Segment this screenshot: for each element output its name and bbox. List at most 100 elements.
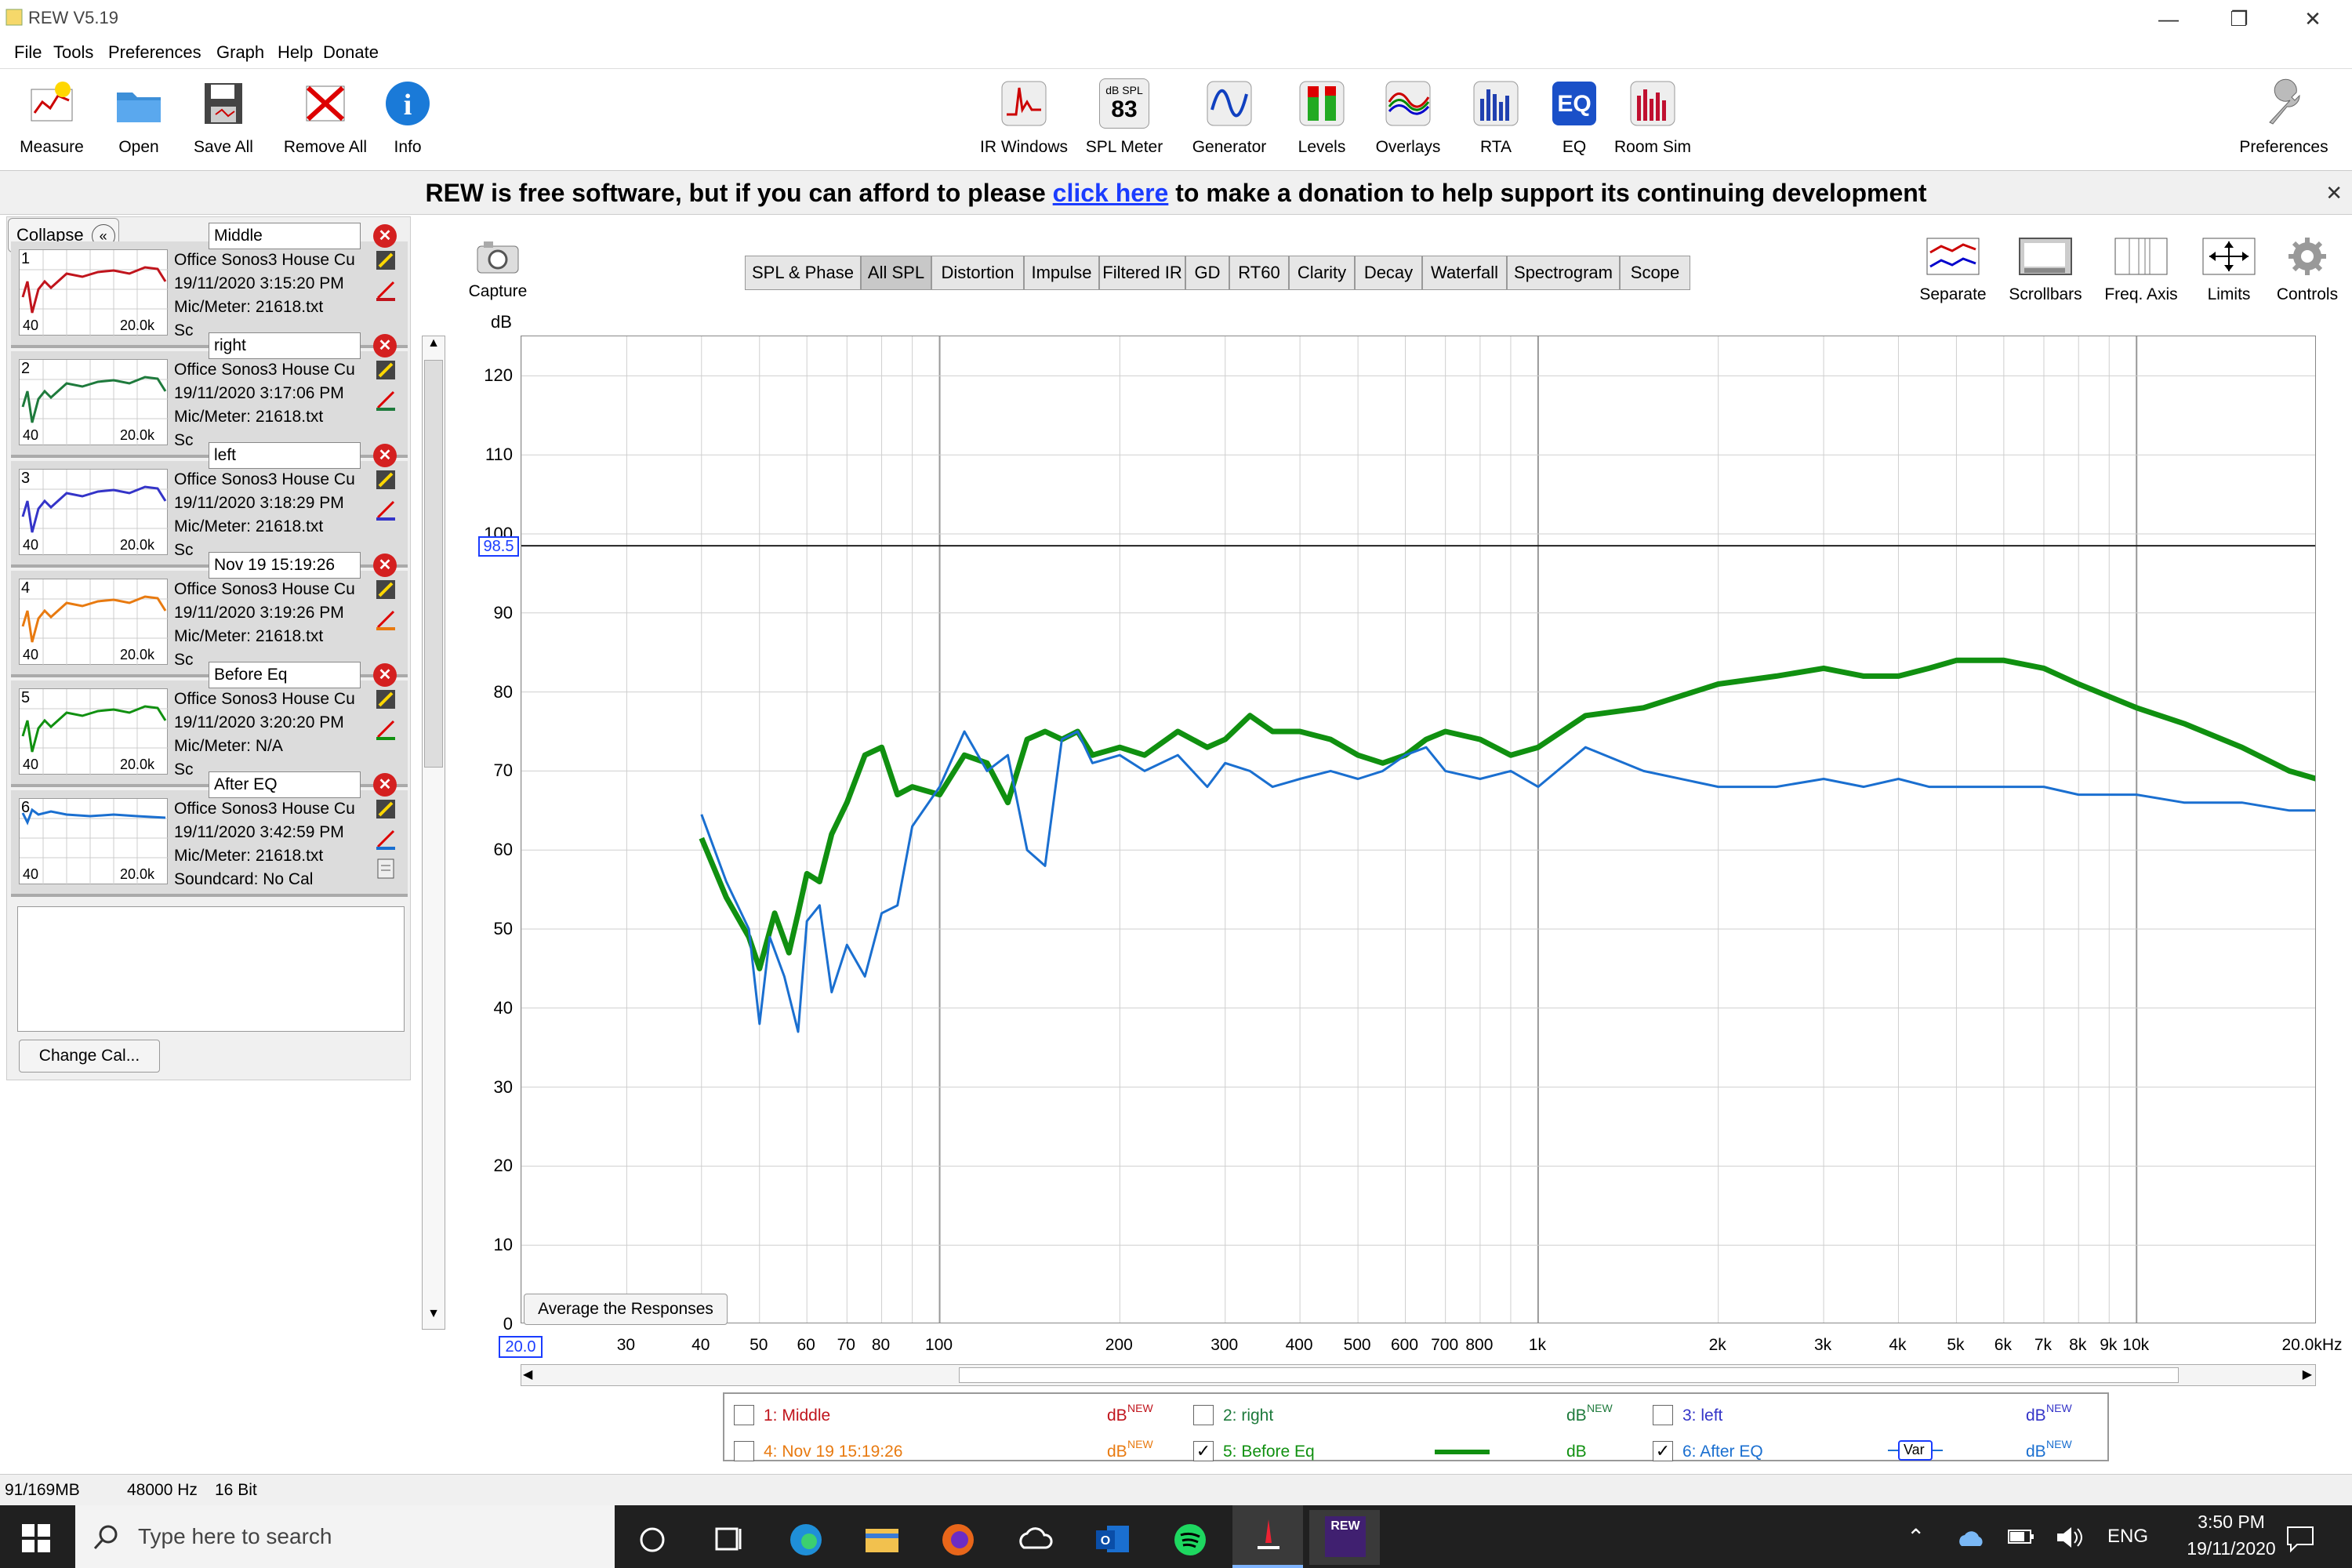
delete-measurement-icon[interactable]: ✕ <box>373 663 397 687</box>
tab-clarity[interactable]: Clarity <box>1289 256 1355 290</box>
legend-checkbox[interactable]: ✓ <box>1193 1441 1214 1461</box>
measurement-name-field[interactable]: Middle <box>209 223 361 249</box>
controls-button[interactable]: Controls <box>2264 235 2350 304</box>
clock-date[interactable]: 19/11/2020 <box>2187 1538 2276 1559</box>
measurement-name-field[interactable]: right <box>209 332 361 359</box>
spotify-icon[interactable] <box>1171 1519 1214 1557</box>
rew-taskbar-button[interactable]: REW <box>1309 1510 1380 1565</box>
trace-color-icon[interactable] <box>375 718 397 740</box>
open-button[interactable]: Open <box>92 78 186 157</box>
onedrive-icon[interactable] <box>1957 1524 1988 1551</box>
legend-item[interactable]: 2: right dB NEW <box>1193 1402 1632 1430</box>
delete-measurement-icon[interactable]: ✕ <box>373 773 397 797</box>
freq-axis-button[interactable]: Freq. Axis <box>2098 235 2184 304</box>
taskbar-search-box[interactable]: Type here to search <box>75 1505 615 1568</box>
measure-button[interactable]: Measure <box>5 78 99 157</box>
legend-var-control[interactable]: Var <box>1888 1439 1943 1461</box>
volume-icon[interactable] <box>2054 1524 2085 1551</box>
language-indicator[interactable]: ENG <box>2107 1526 2149 1547</box>
change-cal-button[interactable]: Change Cal... <box>19 1040 160 1073</box>
edit-info-icon[interactable] <box>375 688 397 710</box>
measurement-thumbnail[interactable]: 2 40 20.0k <box>19 359 169 446</box>
trace-color-icon[interactable] <box>375 828 397 850</box>
file-explorer-icon[interactable] <box>862 1519 905 1557</box>
measurement-card[interactable]: 4 40 20.0k Nov 19 15:19:26 ✕ Office Sono… <box>11 552 408 677</box>
minimize-button[interactable]: — <box>2158 7 2179 31</box>
menu-preferences[interactable]: Preferences <box>108 42 201 62</box>
menu-donate[interactable]: Donate <box>323 42 379 62</box>
measurement-thumbnail[interactable]: 6 40 20.0k <box>19 798 169 885</box>
menu-file[interactable]: File <box>14 42 42 62</box>
task-view-icon[interactable] <box>709 1519 751 1557</box>
delete-measurement-icon[interactable]: ✕ <box>373 444 397 467</box>
close-banner-icon[interactable]: ✕ <box>2325 181 2343 205</box>
tab-spectrogram[interactable]: Spectrogram <box>1507 256 1620 290</box>
trace-color-icon[interactable] <box>375 608 397 630</box>
outlook-icon[interactable]: O <box>1093 1519 1135 1557</box>
menu-tools[interactable]: Tools <box>53 42 94 62</box>
room-sim-button[interactable]: Room Sim <box>1606 78 1700 157</box>
hscroll-thumb[interactable] <box>959 1367 2179 1383</box>
tab-rt60[interactable]: RT60 <box>1229 256 1289 290</box>
horizontal-scrollbar[interactable]: ◀ ▶ <box>521 1364 2316 1386</box>
tab-spl-phase[interactable]: SPL & Phase <box>745 256 861 290</box>
save-all-button[interactable]: Save All <box>176 78 270 157</box>
tab-impulse[interactable]: Impulse <box>1024 256 1099 290</box>
measurement-name-field[interactable]: Nov 19 15:19:26 <box>209 552 361 579</box>
delete-measurement-icon[interactable]: ✕ <box>373 554 397 577</box>
legend-item[interactable]: 4: Nov 19 15:19:26 dB NEW <box>734 1438 1173 1466</box>
average-responses-button[interactable]: Average the Responses <box>524 1294 728 1325</box>
legend-item[interactable]: ✓ 5: Before Eq dB <box>1193 1438 1632 1466</box>
scroll-right-icon[interactable]: ▶ <box>2302 1368 2312 1381</box>
capture-button[interactable]: Capture <box>455 235 541 301</box>
scroll-thumb[interactable] <box>424 360 443 768</box>
legend-checkbox[interactable] <box>734 1441 754 1461</box>
cloud-app-icon[interactable] <box>1016 1519 1058 1557</box>
measurement-name-field[interactable]: Before Eq <box>209 662 361 688</box>
clock-time[interactable]: 3:50 PM <box>2198 1512 2265 1532</box>
scroll-left-icon[interactable]: ◀ <box>523 1368 533 1381</box>
notes-area[interactable] <box>17 906 405 1032</box>
measurement-card[interactable]: 2 40 20.0k right ✕ Office Sonos3 House C… <box>11 332 408 458</box>
levels-button[interactable]: Levels <box>1275 78 1369 157</box>
legend-checkbox[interactable] <box>734 1405 754 1425</box>
tab-distortion[interactable]: Distortion <box>931 256 1024 290</box>
measurement-thumbnail[interactable]: 5 40 20.0k <box>19 688 169 775</box>
remove-all-button[interactable]: Remove All <box>278 78 372 157</box>
tab-filtered-ir[interactable]: Filtered IR <box>1099 256 1185 290</box>
edit-info-icon[interactable] <box>375 359 397 381</box>
trace-color-icon[interactable] <box>375 389 397 411</box>
info-button[interactable]: i Info <box>361 78 455 157</box>
overlays-button[interactable]: Overlays <box>1361 78 1455 157</box>
limits-button[interactable]: Limits <box>2186 235 2272 304</box>
windows-start-icon[interactable] <box>20 1523 52 1554</box>
menu-graph[interactable]: Graph <box>216 42 265 62</box>
measurement-card[interactable]: 5 40 20.0k Before Eq ✕ Office Sonos3 Hou… <box>11 662 408 787</box>
legend-item[interactable]: 1: Middle dB NEW <box>734 1402 1173 1430</box>
taskbar-active-app[interactable] <box>1232 1505 1303 1568</box>
restore-button[interactable]: ❐ <box>2230 7 2249 31</box>
firefox-icon[interactable] <box>939 1519 982 1557</box>
notification-icon[interactable] <box>2285 1523 2316 1554</box>
legend-checkbox[interactable] <box>1653 1405 1673 1425</box>
tab-all-spl[interactable]: All SPL <box>861 256 931 290</box>
scrollbars-button[interactable]: Scrollbars <box>2002 235 2089 304</box>
tab-decay[interactable]: Decay <box>1355 256 1422 290</box>
trace-color-icon[interactable] <box>375 279 397 301</box>
legend-checkbox[interactable]: ✓ <box>1653 1441 1673 1461</box>
generator-button[interactable]: Generator <box>1182 78 1276 157</box>
measurement-thumbnail[interactable]: 1 40 20.0k <box>19 249 169 336</box>
notes-icon[interactable] <box>375 858 397 880</box>
tab-gd[interactable]: GD <box>1185 256 1229 290</box>
menu-help[interactable]: Help <box>278 42 314 62</box>
edit-info-icon[interactable] <box>375 249 397 271</box>
scroll-down-icon[interactable]: ▼ <box>427 1307 440 1320</box>
measurement-card[interactable]: 1 40 20.0k Middle ✕ Office Sonos3 House … <box>11 223 408 348</box>
edit-info-icon[interactable] <box>375 579 397 601</box>
ir-windows-button[interactable]: IR Windows <box>977 78 1071 157</box>
measurement-card[interactable]: 3 40 20.0k left ✕ Office Sonos3 House Cu… <box>11 442 408 568</box>
spl-plot[interactable] <box>521 336 2316 1323</box>
delete-measurement-icon[interactable]: ✕ <box>373 224 397 248</box>
donate-link[interactable]: click here <box>1052 179 1169 207</box>
measurement-card[interactable]: 6 40 20.0k After EQ ✕ Office Sonos3 Hous… <box>11 771 408 897</box>
